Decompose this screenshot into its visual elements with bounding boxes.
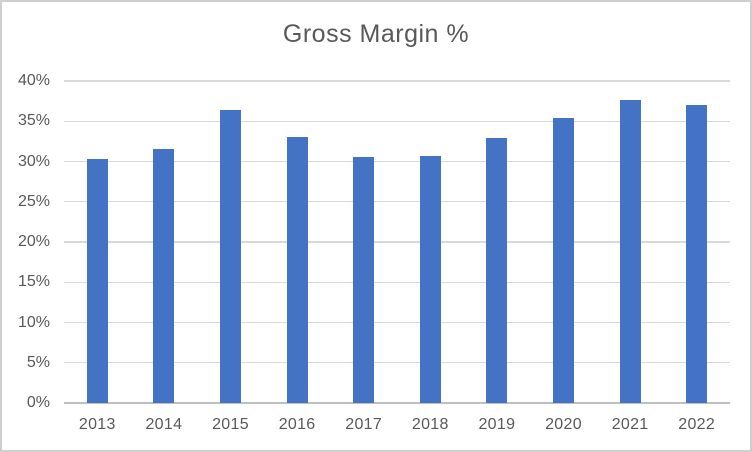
y-axis-tick-label: 5% (26, 353, 50, 371)
bar-2016[interactable] (286, 137, 308, 403)
x-axis-tick-label: 2013 (78, 416, 116, 433)
y-axis-tick-label: 0% (26, 394, 50, 411)
y-axis-tick-label: 20% (17, 233, 50, 250)
gridline (64, 201, 730, 203)
x-axis-tick-label: 2021 (611, 416, 649, 433)
chart-title: Gross Margin % (282, 20, 470, 48)
gridline (64, 362, 730, 364)
bar-2013[interactable] (86, 159, 108, 403)
y-axis-tick-label: 40% (17, 72, 50, 89)
y-axis-tick-label: 30% (17, 152, 50, 170)
gridline (64, 321, 730, 324)
bar-2020[interactable] (553, 118, 574, 403)
gridline (64, 80, 730, 82)
y-axis-tick-label: 15% (17, 273, 50, 291)
x-axis-line (64, 402, 730, 404)
y-axis-tick-label: 35% (17, 112, 50, 130)
y-axis-tick-label: 25% (17, 192, 50, 210)
gridline (64, 160, 730, 163)
gridline (64, 281, 730, 283)
bar-2017[interactable] (353, 157, 375, 403)
bar-2022[interactable] (686, 105, 708, 403)
gridline (64, 120, 730, 122)
x-axis-tick-label: 2022 (678, 416, 716, 433)
bar-2014[interactable] (153, 149, 175, 403)
bar-2019[interactable] (486, 138, 508, 403)
x-axis-tick-label: 2016 (278, 416, 316, 433)
bar-2021[interactable] (619, 99, 641, 403)
bar-2018[interactable] (419, 155, 441, 403)
x-axis-tick-label: 2014 (145, 416, 183, 433)
x-axis-tick-label: 2017 (345, 416, 383, 433)
x-axis-tick-label: 2020 (545, 416, 582, 433)
bar-2015[interactable] (220, 109, 241, 403)
x-axis-tick-label: 2019 (478, 416, 516, 433)
y-axis-tick-label: 10% (17, 313, 50, 331)
x-axis-tick-label: 2018 (411, 416, 449, 433)
x-axis-tick-label: 2015 (212, 416, 249, 433)
gridline (64, 241, 730, 243)
